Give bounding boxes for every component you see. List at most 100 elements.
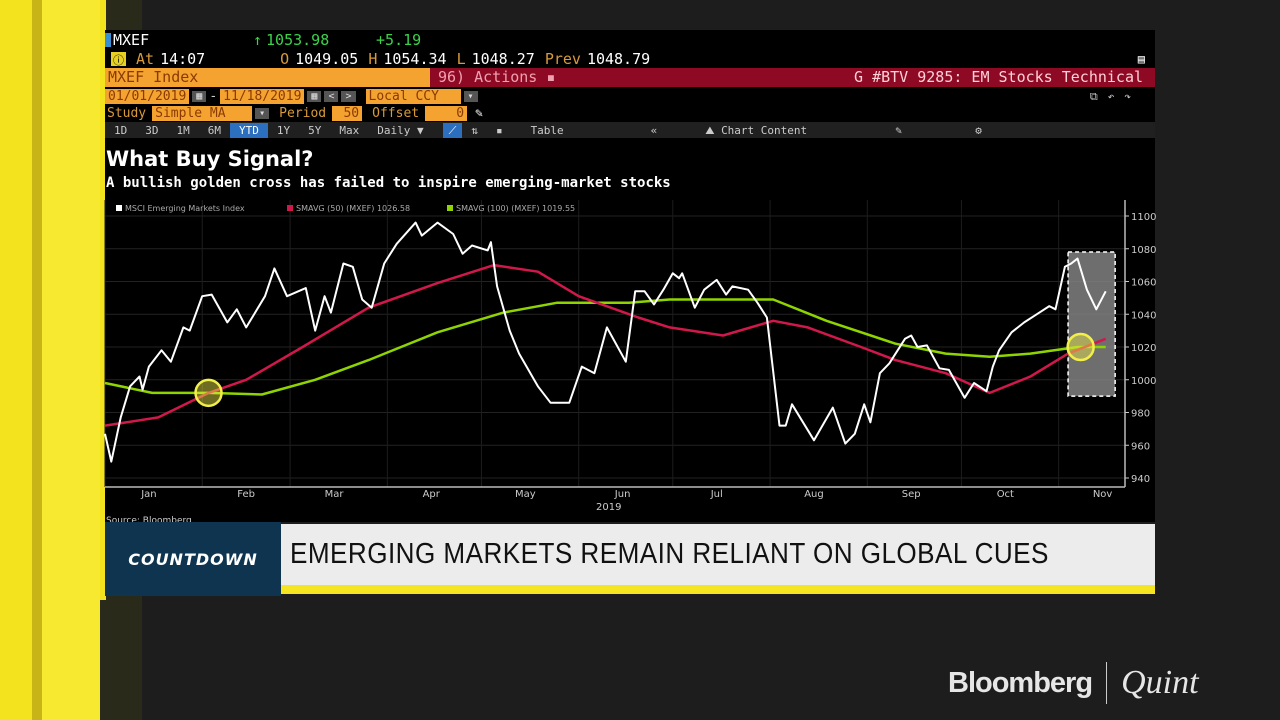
edit-icon[interactable]: ✎: [895, 123, 902, 137]
collapse-button[interactable]: «: [650, 123, 658, 137]
y-tick-label: 1040: [1131, 310, 1156, 321]
low-value: 1048.27: [471, 50, 535, 68]
period-label: Period: [279, 106, 327, 121]
chart-content-button[interactable]: ⛰ Chart Content: [696, 123, 886, 138]
x-tick-label: Oct: [997, 489, 1014, 500]
high-value: 1054.34: [383, 50, 447, 68]
last-price: 1053.98: [266, 31, 330, 49]
legend-swatch: [116, 205, 122, 211]
logo-quint: Quint: [1121, 664, 1199, 701]
chart-title: What Buy Signal?: [106, 147, 313, 171]
line-chart-icon[interactable]: ⟋: [442, 122, 463, 138]
clock-icon[interactable]: ⓘ: [111, 52, 126, 67]
period-input[interactable]: 50: [332, 106, 363, 121]
chart: What Buy Signal? A bullish golden cross …: [104, 147, 1156, 525]
date-from-field[interactable]: 01/01/2019: [105, 89, 190, 104]
golden-cross-marker: [1066, 332, 1095, 362]
study-label: Study: [107, 106, 147, 121]
x-tick-label: Mar: [325, 489, 345, 500]
quote-row: MXEF ↑ 1053.98 +5.19: [105, 30, 1155, 50]
y-tick-label: 1060: [1131, 278, 1156, 289]
legend: MSCI Emerging Markets Index SMAVG (50) (M…: [116, 204, 575, 213]
range-tab-1d[interactable]: 1D: [114, 123, 128, 137]
x-tick-label: Sep: [902, 489, 921, 500]
x-axis-year: 2019: [596, 502, 621, 513]
channel-logo: Bloomberg Quint: [948, 662, 1199, 704]
range-tab-max[interactable]: Max: [339, 123, 360, 137]
x-tick-label: Jul: [710, 489, 723, 500]
range-tab-1y[interactable]: 1Y: [276, 123, 291, 137]
study-select[interactable]: Simple MA: [152, 106, 253, 121]
more-icon[interactable]: ▪: [495, 123, 503, 137]
y-tick-label: 1100: [1131, 212, 1156, 223]
low-label: L: [456, 50, 466, 68]
next-period-button[interactable]: >: [341, 91, 356, 102]
x-tick-label: May: [515, 489, 536, 500]
offset-input[interactable]: 0: [425, 106, 468, 121]
chevron-down-icon[interactable]: ▾: [255, 108, 270, 119]
legend-swatch: [447, 205, 453, 211]
undo-redo-icons[interactable]: ⧉↶↷: [1089, 89, 1141, 103]
logo-divider: [1106, 662, 1108, 704]
pencil-icon[interactable]: ✎: [475, 106, 483, 121]
calendar-icon[interactable]: ▦: [307, 91, 322, 102]
show-logo: COUNTDOWN: [105, 522, 281, 596]
chart-icon: ⛰: [705, 123, 722, 137]
chart-content-label: Chart Content: [721, 123, 808, 137]
export-icon[interactable]: ▤: [1137, 52, 1145, 66]
chevron-down-icon[interactable]: ▾: [463, 91, 478, 102]
decor-stripe: [0, 0, 32, 720]
highlight-box: [1067, 251, 1116, 397]
y-tick-label: 980: [1131, 409, 1150, 420]
date-row: 01/01/2019 ▦ - 11/18/2019 ▦ < > Local CC…: [105, 88, 1155, 105]
chart-subtitle: A bullish golden cross has failed to ins…: [106, 175, 671, 191]
gear-icon[interactable]: ⚙: [975, 123, 982, 137]
range-tab-6m[interactable]: 6M: [207, 123, 221, 137]
currency-select[interactable]: Local CCY: [365, 89, 461, 104]
actions-menu[interactable]: 96) Actions ▪: [430, 68, 558, 87]
legend-label: SMAVG (100) (MXEF) 1019.55: [456, 204, 575, 213]
last-arrow-icon: ↑: [253, 31, 263, 49]
study-row: Study Simple MA ▾ Period 50 Offset 0 ✎: [105, 105, 1155, 122]
series-line-1: [104, 263, 1107, 427]
annotations: [194, 332, 1095, 408]
decor-stripe: [100, 0, 106, 600]
series-line-2: [104, 298, 1106, 396]
date-to-field[interactable]: 11/18/2019: [220, 89, 305, 104]
range-tab-1m[interactable]: 1M: [176, 123, 190, 137]
high-label: H: [368, 50, 378, 68]
frequency-select[interactable]: Daily ▼: [377, 123, 424, 137]
source-note: Source: Bloomberg: [106, 516, 192, 525]
ticker-marker: [105, 33, 111, 47]
prev-label: Prev: [544, 50, 581, 68]
decor-stripe: [32, 0, 42, 720]
y-tick-label: 1020: [1131, 343, 1156, 354]
open-value: 1049.05: [295, 50, 359, 68]
x-tick-label: Jan: [140, 489, 156, 500]
open-label: O: [280, 50, 290, 68]
range-tabs: 1D 3D 1M 6M YTD 1Y 5Y Max: [105, 122, 368, 138]
x-tick-label: Apr: [423, 489, 441, 500]
security-field[interactable]: MXEF Index: [105, 68, 430, 87]
table-button[interactable]: Table: [530, 123, 564, 137]
page-title: G #BTV 9285: EM Stocks Technical: [558, 68, 1155, 87]
offset-label: Offset: [372, 106, 420, 121]
x-tick-label: Nov: [1093, 489, 1113, 500]
chart-type-icon[interactable]: ⇅: [471, 123, 478, 137]
security-row: MXEF Index 96) Actions ▪ G #BTV 9285: EM…: [105, 68, 1155, 87]
range-tab-ytd[interactable]: YTD: [230, 122, 268, 138]
prev-period-button[interactable]: <: [324, 91, 339, 102]
headline: EMERGING MARKETS REMAIN RELIANT ON GLOBA…: [290, 538, 1049, 570]
range-tab-3d[interactable]: 3D: [145, 123, 159, 137]
logo-bloomberg: Bloomberg: [948, 666, 1093, 699]
at-label: At: [136, 50, 155, 68]
range-tab-5y[interactable]: 5Y: [308, 123, 322, 137]
y-tick-label: 960: [1131, 441, 1150, 452]
x-tick-label: Feb: [237, 489, 255, 500]
series-lines: [104, 221, 1107, 463]
calendar-icon[interactable]: ▦: [192, 91, 207, 102]
y-tick-label: 1000: [1131, 376, 1156, 387]
headline-banner: EMERGING MARKETS REMAIN RELIANT ON GLOBA…: [281, 524, 1155, 594]
x-tick-label: Aug: [804, 489, 824, 500]
y-tick-label: 940: [1131, 474, 1150, 485]
